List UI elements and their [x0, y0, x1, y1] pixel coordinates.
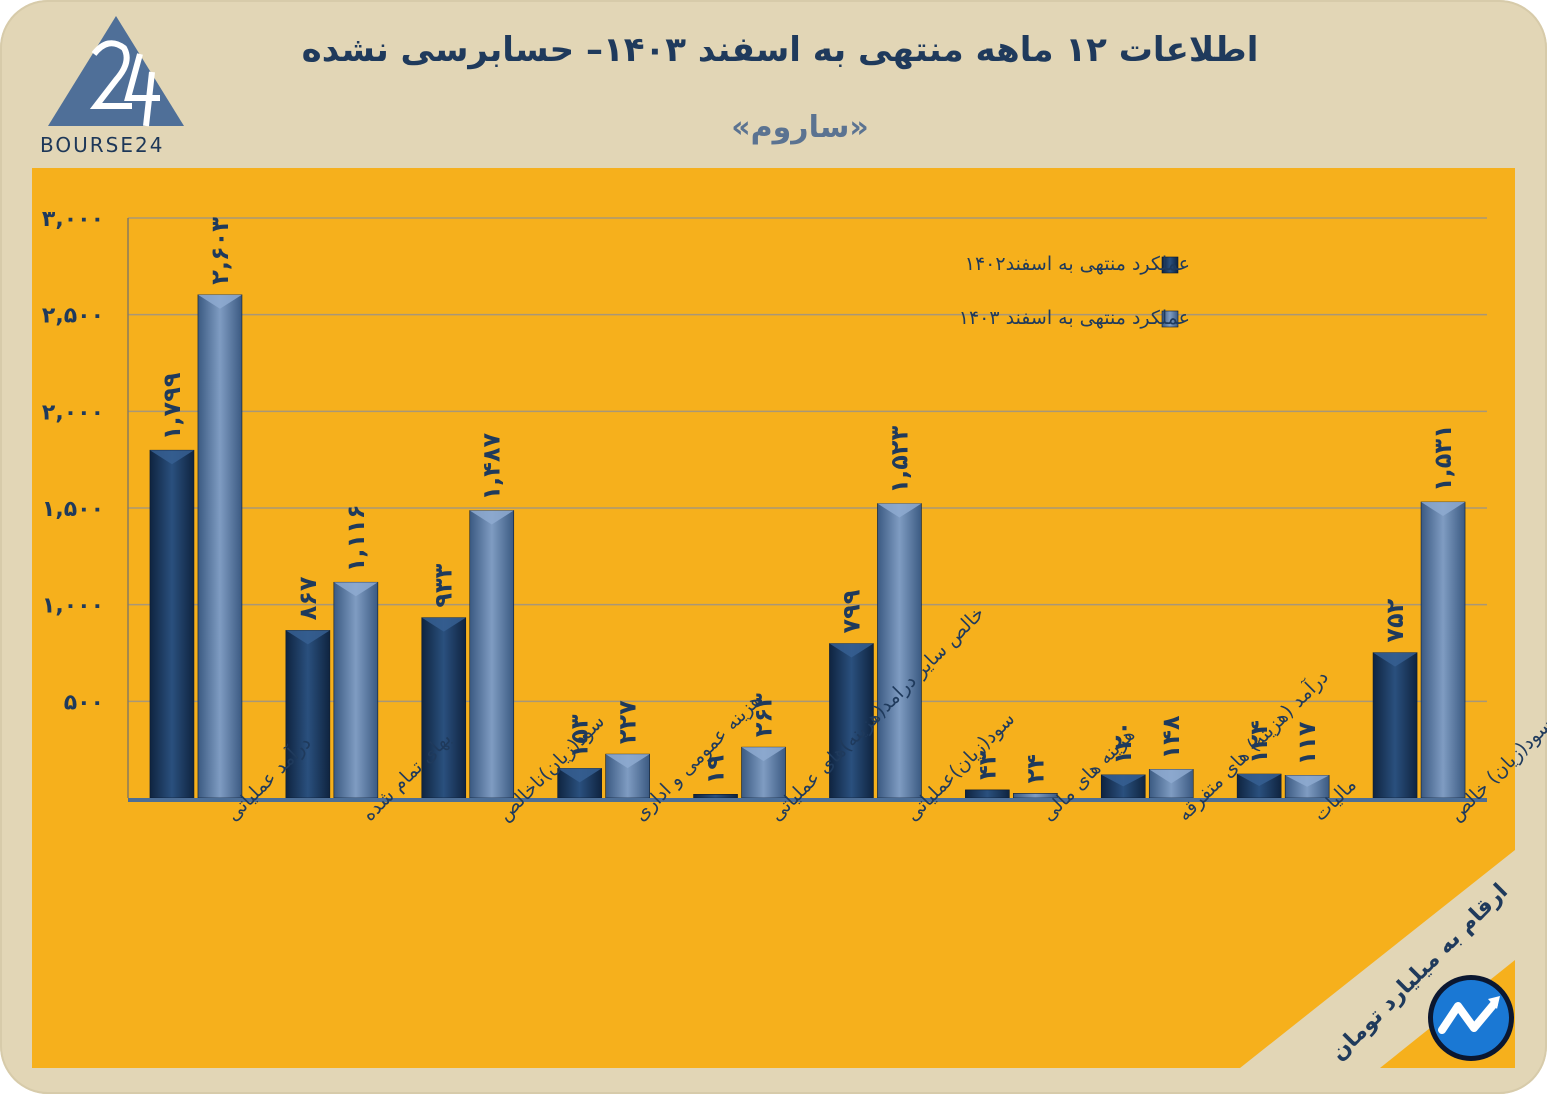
bar-cap	[1421, 502, 1466, 517]
data-label: ۱,۱۱۶	[342, 505, 370, 573]
data-label: ۱۲۴	[1245, 720, 1273, 764]
bar-1402-5	[829, 643, 874, 799]
bar-cap	[285, 630, 330, 645]
data-label: ۲۶۳	[750, 693, 778, 737]
bar-1402-2	[421, 617, 467, 799]
bar-cap	[557, 768, 602, 783]
bar-cap	[741, 747, 786, 762]
y-tick-label: ۳,۰۰۰	[42, 207, 104, 232]
y-tick-label: ۱,۰۰۰	[42, 594, 104, 619]
bar-cap	[149, 450, 194, 465]
data-label: ۱۹	[702, 755, 730, 785]
data-label: ۲۴	[1021, 754, 1049, 783]
data-label: ۱,۵۲۳	[885, 425, 913, 493]
legend-label: عملکرد منتهی به اسفند ۱۴۰۳	[959, 307, 1190, 329]
bar-1402-1	[285, 630, 331, 799]
data-label: ۱۲۰	[1109, 721, 1137, 765]
bar-cap	[877, 503, 922, 518]
y-tick-label: ۲,۰۰۰	[42, 400, 104, 425]
bar-1402-4	[693, 794, 738, 799]
bourse24-logo	[48, 16, 184, 127]
bar-1403-2	[469, 510, 515, 799]
data-label: ۷۹۹	[837, 589, 865, 633]
data-label: ۱۵۳	[566, 714, 594, 758]
y-tick-label: ۲,۵۰۰	[42, 304, 104, 329]
bar-1403-5	[877, 503, 922, 799]
data-label: ۹۳۳	[430, 563, 458, 607]
data-label: ۷۵۲	[1381, 598, 1409, 642]
page-subtitle: «ساروم»	[731, 110, 869, 145]
bar-1403-1	[333, 581, 379, 799]
bar-cap	[1149, 769, 1194, 784]
data-label: ۸۶۷	[294, 576, 322, 620]
bar-cap	[1101, 774, 1146, 787]
x-axis-base	[128, 798, 1487, 802]
y-tick-label: ۱,۵۰۰	[42, 497, 104, 522]
legend-swatch	[1161, 310, 1179, 328]
data-label: ۴۲	[973, 750, 1001, 780]
bar-cap	[1373, 652, 1418, 667]
bar-cap	[1285, 775, 1330, 787]
bar-cap	[197, 294, 242, 309]
bar-cap	[421, 617, 466, 632]
y-tick-label: ۵۰۰	[64, 690, 104, 715]
bar-cap	[605, 754, 650, 769]
data-label: ۱,۴۸۷	[478, 432, 506, 500]
page-title: اطلاعات ۱۲ ماهه منتهی به اسفند ۱۴۰۳– حسا…	[301, 30, 1259, 70]
data-label: ۱۱۷	[1293, 721, 1321, 765]
logo-text: BOURSE24	[40, 133, 165, 157]
bar-1402-6	[965, 789, 1010, 799]
bar-cap	[1237, 774, 1282, 787]
data-label: ۲۲۷	[614, 700, 642, 744]
bar-1402-0	[149, 449, 195, 799]
bar-1403-9	[1420, 501, 1466, 799]
data-label: ۲,۶۰۳	[206, 217, 234, 285]
brand-icon	[1428, 975, 1514, 1061]
data-label: ۱,۵۳۱	[1429, 424, 1457, 492]
bar-1403-0	[197, 294, 243, 799]
data-label: ۱,۷۹۹	[158, 372, 186, 440]
chart-panel	[32, 168, 1515, 1068]
legend-swatch	[1161, 256, 1179, 274]
bar-cap	[333, 582, 378, 597]
bar-1402-9	[1372, 652, 1418, 799]
bar-cap	[829, 643, 874, 658]
legend-label: عملکرد منتهی به اسفند۱۴۰۲	[965, 253, 1190, 275]
bar-cap	[469, 510, 514, 525]
data-label: ۱۴۸	[1157, 715, 1185, 759]
